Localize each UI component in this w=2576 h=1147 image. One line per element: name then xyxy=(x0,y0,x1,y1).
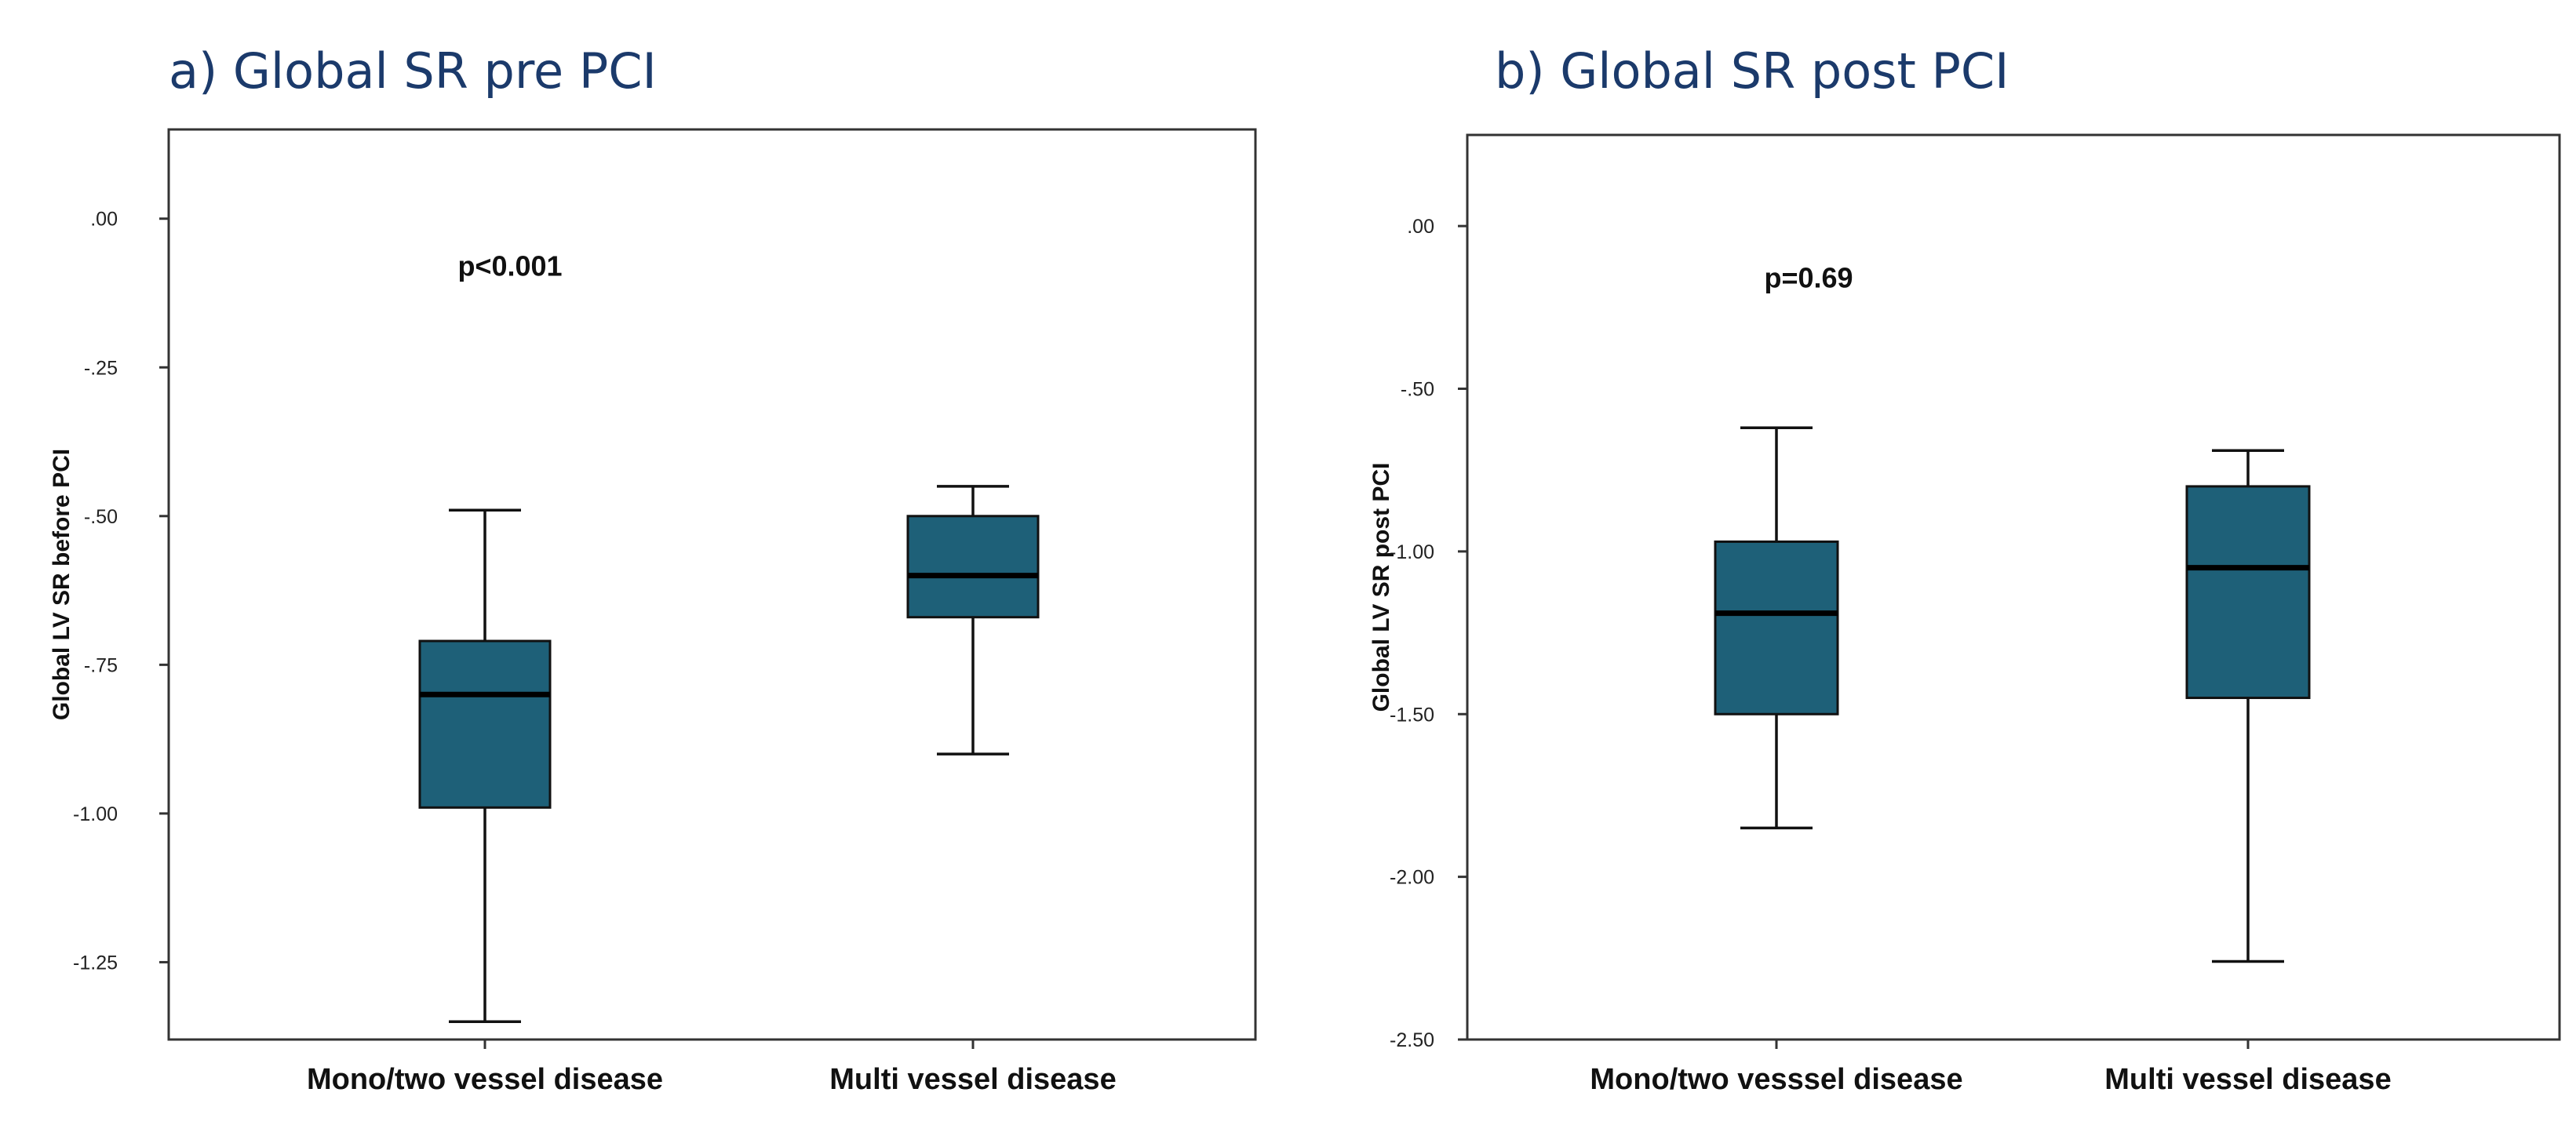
y-tick-label: -2.50 xyxy=(1390,1029,1434,1051)
y-tick-label: -2.00 xyxy=(1390,867,1434,889)
p-value-annotation: p=0.69 xyxy=(1764,261,1853,293)
p-value-annotation: p<0.001 xyxy=(457,249,562,282)
y-tick-label: -1.00 xyxy=(73,803,118,825)
y-tick-label: -.25 xyxy=(84,357,118,379)
y-tick-label: -.75 xyxy=(84,654,118,676)
y-tick-label: -.50 xyxy=(1401,379,1434,401)
panel-title: a) Global SR pre PCI xyxy=(169,42,657,100)
y-tick-label: -1.50 xyxy=(1390,704,1434,726)
y-tick-label: -.50 xyxy=(84,506,118,528)
y-tick-label: .00 xyxy=(1407,216,1434,238)
y-tick-label: -1.00 xyxy=(1390,541,1434,563)
y-tick-label: .00 xyxy=(90,209,118,231)
plot-frame xyxy=(167,128,1257,1041)
plot-frame xyxy=(1466,133,2561,1041)
y-axis-label: Global LV SR post PCI xyxy=(1368,463,1394,712)
x-category-label: Multi vessel disease xyxy=(829,1063,1116,1096)
iqr-box xyxy=(2185,485,2311,700)
y-axis-label: Global LV SR before PCI xyxy=(49,449,75,720)
x-category-label: Multi vessel disease xyxy=(2104,1063,2391,1096)
iqr-box xyxy=(418,639,552,809)
y-tick-label: -1.25 xyxy=(73,952,118,974)
iqr-box xyxy=(906,515,1040,619)
iqr-box xyxy=(1714,540,1839,716)
x-category-label: Mono/two vesssel disease xyxy=(1590,1063,1962,1096)
x-category-label: Mono/two vessel disease xyxy=(307,1063,663,1096)
panel-title: b) Global SR post PCI xyxy=(1495,42,2009,100)
